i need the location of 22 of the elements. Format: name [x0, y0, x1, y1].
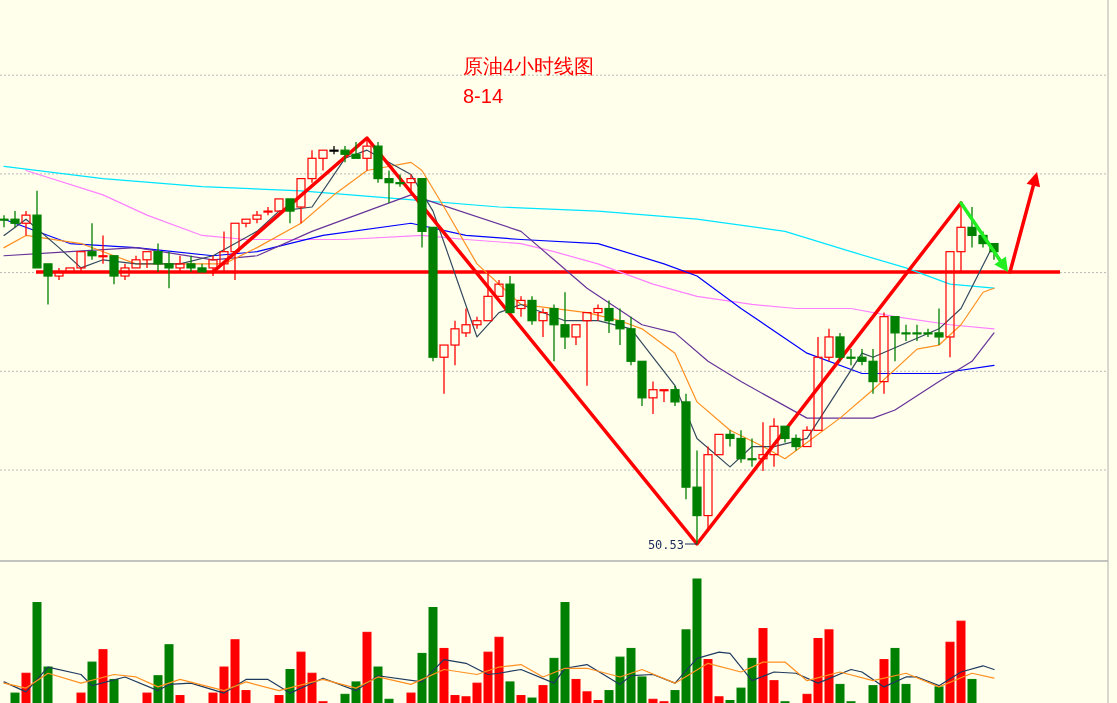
bar — [175, 695, 185, 703]
bar — [967, 678, 977, 703]
bar — [516, 695, 526, 703]
bar — [527, 697, 537, 703]
bar — [538, 685, 548, 703]
chart-title: 原油4小时线图 — [463, 55, 595, 77]
bar — [87, 661, 97, 703]
bar — [142, 692, 152, 703]
bar — [76, 692, 86, 703]
bar — [285, 669, 295, 703]
bar — [274, 695, 284, 703]
bar — [879, 659, 889, 703]
bar — [505, 681, 515, 703]
bar — [362, 631, 372, 703]
bar — [868, 685, 878, 703]
bar — [10, 692, 20, 703]
bar — [109, 678, 119, 703]
bar — [406, 692, 416, 703]
bar — [934, 686, 944, 703]
chart-subtitle: 8-14 — [463, 85, 504, 107]
annotation: 50.53 — [647, 538, 684, 552]
bar — [98, 649, 108, 703]
